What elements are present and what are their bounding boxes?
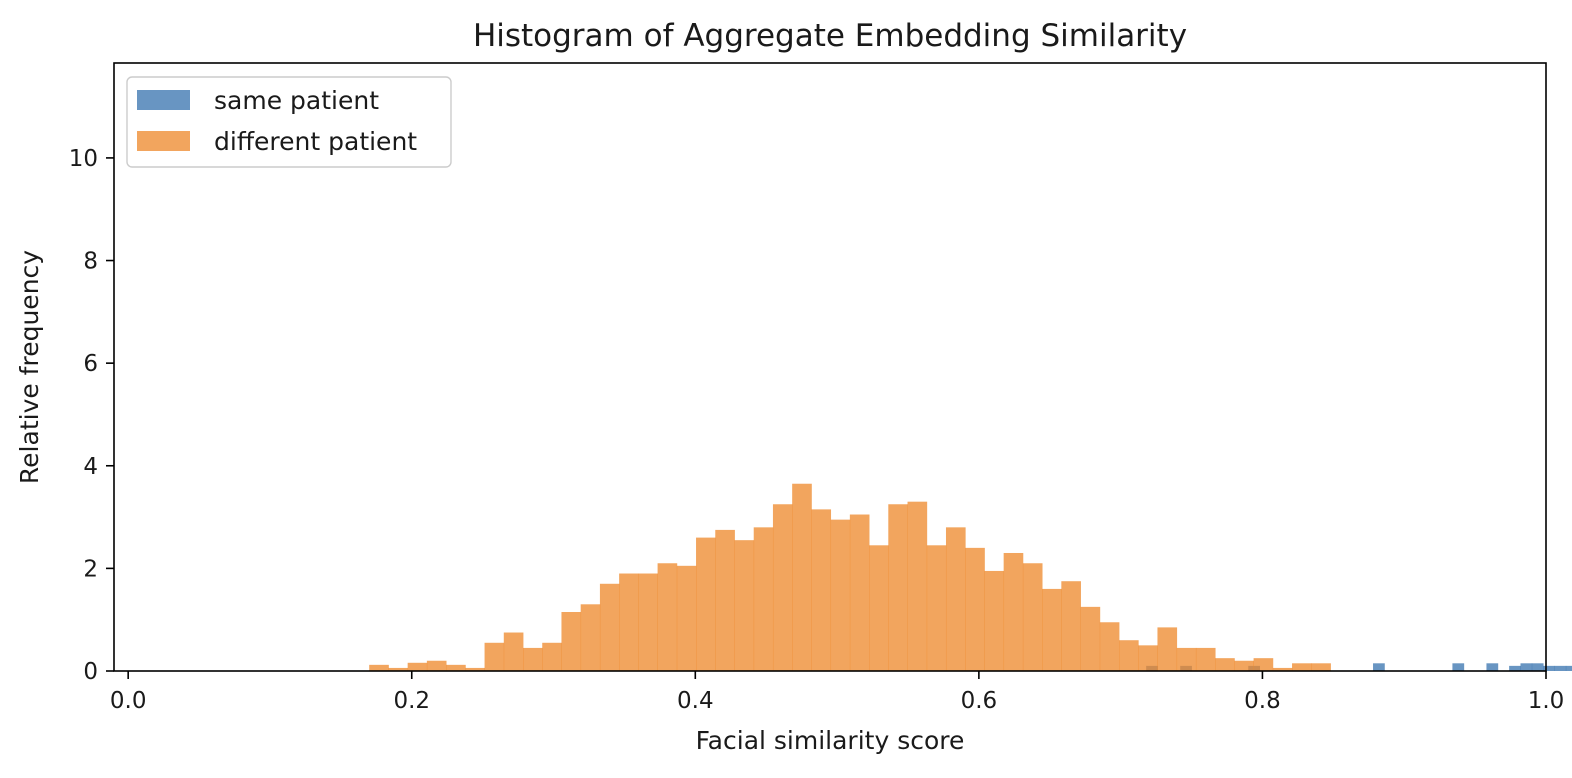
chart-title: Histogram of Aggregate Embedding Similar… <box>473 18 1187 54</box>
bar-different-patient <box>1003 552 1024 671</box>
bar-different-patient <box>561 612 582 671</box>
bar-different-patient <box>888 504 908 671</box>
x-axis-label: Facial similarity score <box>696 726 965 755</box>
bar-different-patient <box>1042 588 1062 671</box>
bar-different-patient <box>484 642 505 671</box>
x-axis-ticks: 0.0 0.2 0.4 0.6 0.8 1.0 <box>110 671 1564 714</box>
x-tick-label: 0.8 <box>1244 688 1281 714</box>
bar-different-patient <box>984 570 1005 671</box>
plot-frame <box>113 62 1547 672</box>
bar-different-patient <box>811 509 832 671</box>
legend-label-same-patient: same patient <box>214 86 379 115</box>
y-tick-label: 8 <box>83 249 98 275</box>
bar-different-patient <box>1176 647 1197 671</box>
bar-different-patient <box>1022 563 1043 671</box>
bar-same-patient <box>1520 663 1533 671</box>
bar-different-patient <box>1215 658 1235 671</box>
bar-same-patient <box>1554 665 1567 671</box>
bar-different-patient <box>869 545 889 671</box>
bar-different-patient <box>1292 663 1312 671</box>
bar-different-patient <box>1253 658 1274 671</box>
y-tick-label: 2 <box>83 556 98 582</box>
bar-different-patient <box>849 514 870 671</box>
bar-different-patient <box>753 527 774 671</box>
bar-same-patient <box>1531 663 1544 671</box>
bar-different-patient <box>369 664 389 671</box>
x-tick-label: 0.6 <box>961 688 998 714</box>
bar-different-patient <box>1119 640 1139 671</box>
bar-different-patient <box>580 604 601 671</box>
bar-different-patient <box>734 540 755 671</box>
y-tick-label: 4 <box>83 454 98 480</box>
different-patient-bars <box>369 483 1331 671</box>
bar-different-patient <box>945 527 966 671</box>
bar-different-patient <box>388 667 409 671</box>
x-tick-label: 0.0 <box>110 688 147 714</box>
bar-different-patient <box>907 501 928 671</box>
x-tick-label: 1.0 <box>1528 688 1565 714</box>
bar-different-patient <box>465 667 485 671</box>
bar-different-patient <box>1138 645 1158 671</box>
y-tick-label: 6 <box>83 351 98 377</box>
legend-box <box>126 76 452 168</box>
bar-same-patient <box>1452 663 1465 671</box>
legend: same patient different patient <box>126 76 452 168</box>
same-patient-bars <box>1146 663 1572 671</box>
x-tick-label: 0.4 <box>677 688 714 714</box>
bar-different-patient <box>792 483 812 671</box>
bar-different-patient <box>696 537 716 671</box>
bar-different-patient <box>1157 627 1178 671</box>
bar-different-patient <box>1195 647 1216 671</box>
y-axis-ticks: 0 2 4 6 8 10 <box>69 146 114 685</box>
bar-different-patient <box>599 583 620 671</box>
legend-swatch-different-patient <box>137 131 190 151</box>
bar-different-patient <box>715 529 735 671</box>
bar-different-patient <box>965 547 985 671</box>
legend-swatch-same-patient <box>137 90 190 110</box>
bar-different-patient <box>407 662 428 671</box>
bar-different-patient <box>619 573 639 671</box>
legend-label-different-patient: different patient <box>214 127 417 156</box>
bar-different-patient <box>1080 606 1101 671</box>
bar-different-patient <box>657 563 678 671</box>
bar-different-patient <box>638 573 658 671</box>
bar-same-patient <box>1373 663 1385 671</box>
bar-different-patient <box>926 545 947 671</box>
bar-different-patient <box>426 660 447 671</box>
bar-different-patient <box>446 664 466 671</box>
bar-different-patient <box>1099 622 1120 671</box>
bar-different-patient <box>1272 667 1293 671</box>
bar-different-patient <box>772 504 793 671</box>
y-tick-label: 0 <box>83 659 98 685</box>
bar-different-patient <box>542 642 562 671</box>
bar-different-patient <box>830 519 851 671</box>
bar-same-patient <box>1509 665 1521 671</box>
bar-different-patient <box>1311 663 1331 671</box>
y-axis-label: Relative frequency <box>15 250 44 484</box>
bar-different-patient <box>503 632 524 671</box>
bar-different-patient <box>523 647 543 671</box>
bar-different-patient <box>1234 660 1254 671</box>
bar-same-patient <box>1486 663 1499 671</box>
bar-same-patient <box>1543 665 1555 671</box>
bar-different-patient <box>1061 581 1081 671</box>
bar-different-patient <box>676 565 697 671</box>
x-tick-label: 0.2 <box>393 688 430 714</box>
y-tick-label: 10 <box>69 146 98 172</box>
bar-same-patient <box>1565 665 1572 671</box>
